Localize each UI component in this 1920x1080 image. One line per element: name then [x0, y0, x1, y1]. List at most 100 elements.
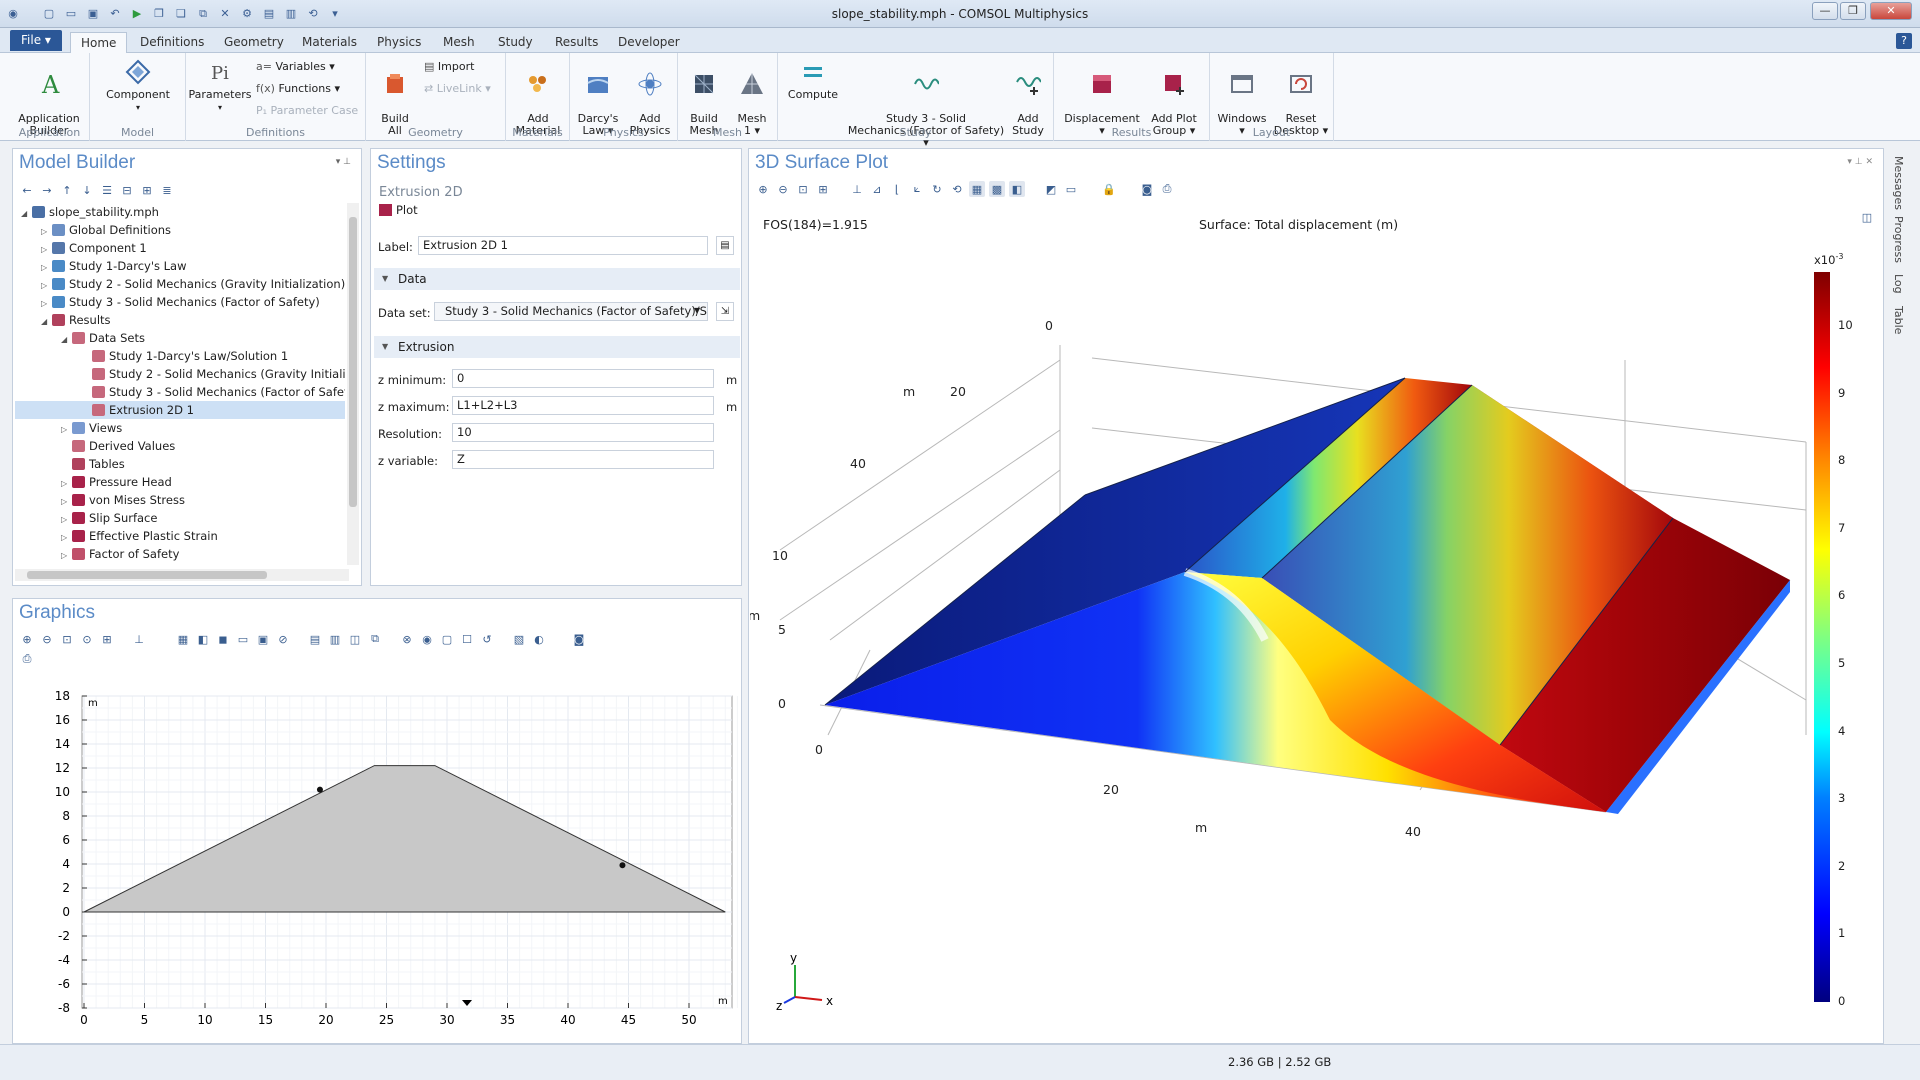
tree-node[interactable]: ▷ Component 1 [15, 239, 345, 257]
clear-selection-icon[interactable]: ⊘ [278, 632, 288, 646]
copy-icon[interactable]: ❐ [154, 7, 164, 20]
zoom-selected-icon[interactable]: ⊙ [82, 632, 92, 646]
reset-icon[interactable]: ⟲ [308, 7, 318, 20]
expand-arrow-icon[interactable]: ▷ [41, 263, 48, 272]
plot-settings-icon[interactable]: ◫ [1861, 210, 1873, 224]
tab-study[interactable]: Study [498, 35, 533, 49]
print-icon[interactable]: ⎙ [1162, 182, 1172, 195]
displacement-button[interactable]: Displacement ▾ [1064, 59, 1140, 137]
scene-light-icon[interactable]: ◧ [1009, 181, 1025, 197]
parameter-case-button[interactable]: P₁ Parameter Case [256, 104, 358, 117]
close-button[interactable]: ✕ [1870, 2, 1912, 20]
show-grid-icon[interactable]: ▦ [969, 181, 985, 197]
scroll-thumb[interactable] [349, 217, 357, 507]
add-study-button[interactable]: Add Study [1006, 59, 1050, 137]
expand-arrow-icon[interactable]: ▷ [41, 245, 48, 254]
tree-node[interactable]: ▷ Pressure Head [15, 473, 345, 491]
tree-node[interactable]: Tables [15, 455, 345, 473]
paste-icon[interactable]: ❏ [176, 7, 186, 20]
reset-desktop-button[interactable]: Reset Desktop ▾ [1270, 59, 1332, 137]
move-down-icon[interactable]: ↓ [82, 183, 92, 197]
zoom-box-icon[interactable]: ⊡ [62, 632, 72, 646]
maximize-button[interactable]: ❐ [1840, 2, 1866, 20]
tree-node[interactable]: ◢ Results [15, 311, 345, 329]
add-plot-group-button[interactable]: Add Plot Group ▾ [1142, 59, 1206, 137]
tree-node[interactable]: ▷ Study 1-Darcy's Law [15, 257, 345, 275]
select-boundaries-icon[interactable]: ◼ [218, 632, 228, 646]
tree-node[interactable]: ▷ von Mises Stress [15, 491, 345, 509]
side-tab-log[interactable]: Log [1892, 274, 1905, 294]
darcys-law-button[interactable]: Darcy's Law ▾ [572, 59, 624, 137]
sort-icon[interactable]: ≣ [162, 183, 172, 197]
axes-icon[interactable]: ⊥ [134, 632, 144, 646]
side-tab-table[interactable]: Table [1892, 306, 1905, 335]
new-file-icon[interactable]: ▢ [43, 7, 55, 20]
hide-icon[interactable]: ⊗ [402, 632, 412, 646]
undo-view-icon[interactable]: ↺ [482, 632, 492, 646]
zoom-box-icon[interactable]: ⊡ [798, 182, 808, 196]
tab-mesh[interactable]: Mesh [443, 35, 475, 49]
wireframe-icon[interactable]: ▭ [1065, 182, 1077, 196]
help-icon[interactable]: ? [1896, 33, 1912, 49]
label-field[interactable]: Extrusion 2D 1 [418, 236, 708, 255]
add-material-button[interactable]: Add Material [510, 59, 566, 137]
save-icon[interactable]: ▣ [87, 7, 99, 20]
tree-node[interactable]: Extrusion 2D 1 [15, 401, 345, 419]
move-up-icon[interactable]: ↑ [62, 183, 72, 197]
compute-button[interactable]: Compute [784, 59, 842, 101]
tree-horizontal-scrollbar[interactable] [15, 569, 349, 581]
label-edit-icon[interactable]: ▤ [716, 236, 734, 255]
add-physics-button[interactable]: Add Physics [624, 59, 676, 137]
expand-arrow-icon[interactable]: ▷ [41, 299, 48, 308]
expand-arrow-icon[interactable]: ▷ [61, 425, 68, 434]
settings-icon[interactable]: ⚙ [242, 7, 252, 20]
minimize-button[interactable]: — [1812, 2, 1838, 20]
resolution-field[interactable]: 10 [452, 423, 714, 442]
tree-node[interactable]: ▷ Global Definitions [15, 221, 345, 239]
extrusion-section-header[interactable]: Extrusion [374, 336, 740, 358]
select-domains-icon[interactable]: ◧ [197, 632, 209, 646]
print-icon[interactable]: ⎙ [22, 652, 32, 665]
material-icon[interactable]: ◐ [534, 632, 544, 646]
windows-icon[interactable]: ▤ [263, 7, 275, 20]
tree-node[interactable]: ▷ Slip Surface [15, 509, 345, 527]
file-menu-button[interactable]: File ▾ [10, 30, 62, 51]
go-to-yz-view-icon[interactable]: ⊿ [872, 182, 882, 196]
study3-button[interactable]: Study 3 - Solid Mechanics (Factor of Saf… [844, 59, 1008, 149]
build-geometry-icon[interactable]: ▧ [513, 632, 525, 646]
tree-node[interactable]: ▷ Factor of Safety [15, 545, 345, 563]
variables-button[interactable]: a= Variables ▾ [256, 60, 335, 73]
select-edges-icon[interactable]: ▭ [237, 632, 249, 646]
show-icon[interactable]: ☰ [102, 183, 112, 197]
go-to-default-view-icon[interactable]: ⟀ [913, 182, 921, 195]
zoom-out-icon[interactable]: ⊖ [42, 632, 52, 646]
expand-arrow-icon[interactable]: ▷ [61, 533, 68, 542]
go-to-xy-view-icon[interactable]: ⊥ [852, 182, 862, 196]
zoom-extents-icon[interactable]: ⊞ [818, 182, 828, 196]
mesh1-button[interactable]: Mesh 1 ▾ [728, 59, 776, 137]
tree-node[interactable]: ▷ Effective Plastic Strain [15, 527, 345, 545]
image-snapshot-icon[interactable]: ◙ [1141, 182, 1153, 196]
tree-node[interactable]: ◢ Data Sets [15, 329, 345, 347]
go-to-zx-view-icon[interactable]: ⌊ [894, 182, 900, 196]
show-axes-icon[interactable]: ▩ [989, 181, 1005, 197]
dataset-select[interactable]: Study 3 - Solid Mechanics (Factor of Saf… [434, 302, 708, 321]
zoom-out-icon[interactable]: ⊖ [778, 182, 788, 196]
customize-icon[interactable]: ▾ [332, 7, 338, 20]
collapse-arrow-icon[interactable]: ◢ [21, 209, 28, 218]
transparency-icon[interactable]: ◫ [349, 632, 361, 646]
forward-icon[interactable]: → [42, 183, 52, 197]
tab-developer[interactable]: Developer [618, 35, 680, 49]
scene-light-icon[interactable]: ☐ [462, 632, 472, 646]
expand-arrow-icon[interactable]: ▷ [61, 515, 68, 524]
application-builder-button[interactable]: A Application Builder [16, 59, 82, 137]
collapse-icon[interactable]: ⊟ [122, 183, 132, 197]
collapse-arrow-icon[interactable]: ◢ [61, 335, 68, 344]
tree-node[interactable]: Study 1-Darcy's Law/Solution 1 [15, 347, 345, 365]
zmin-field[interactable]: 0 [452, 369, 714, 388]
reset-hiding-icon[interactable]: ▢ [441, 632, 453, 646]
tree-node[interactable]: Study 2 - Solid Mechanics (Gravity Initi… [15, 365, 345, 383]
zoom-in-icon[interactable]: ⊕ [22, 632, 32, 646]
panel-options-icon[interactable]: ▾ ⊥ ✕ [1847, 157, 1873, 167]
